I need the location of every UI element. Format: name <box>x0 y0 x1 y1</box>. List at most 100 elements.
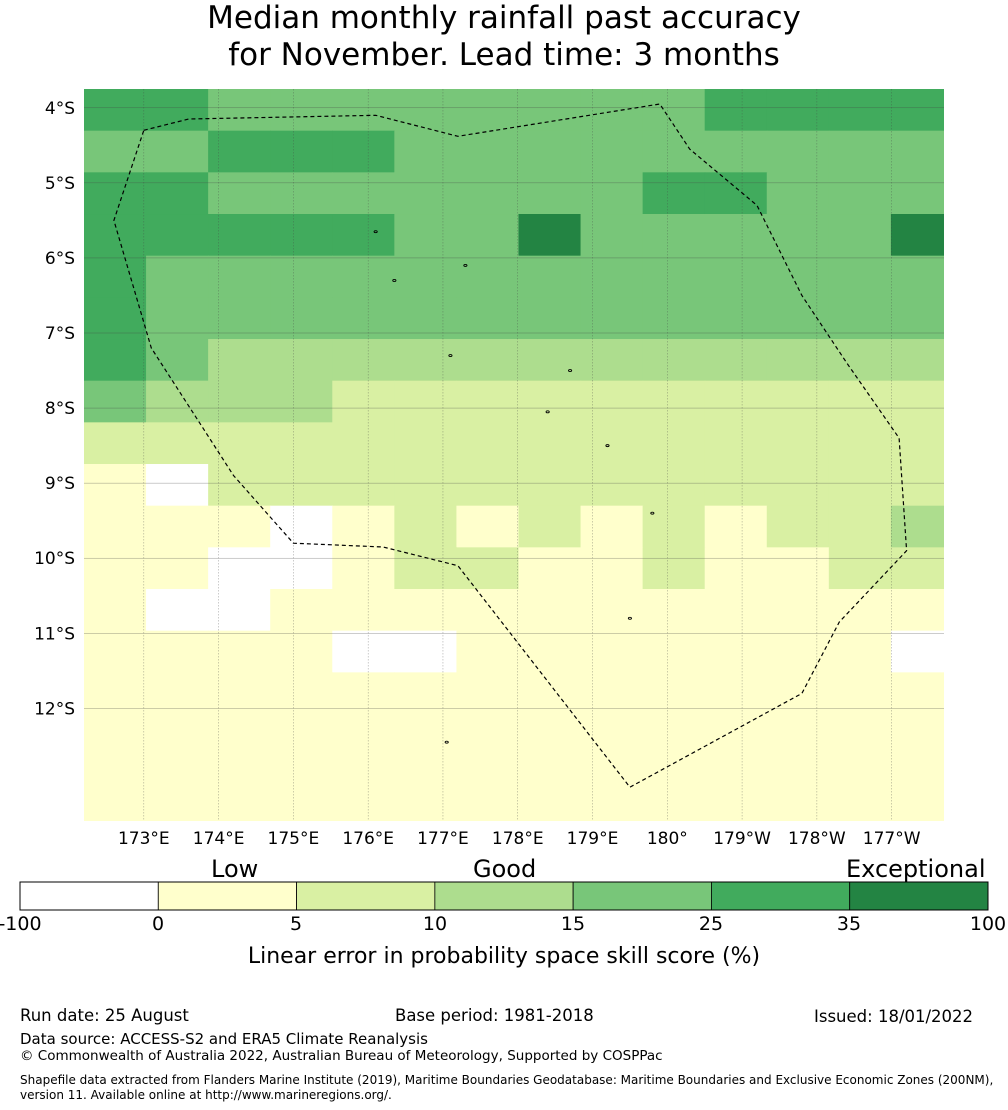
skill-cell <box>84 755 147 798</box>
skill-cell <box>394 672 458 715</box>
skill-cell <box>766 630 830 673</box>
skill-cell <box>766 89 830 132</box>
skill-cell <box>766 172 830 215</box>
skill-cell <box>704 214 768 257</box>
skill-cell <box>456 422 520 465</box>
skill-cell <box>704 630 768 673</box>
skill-cell <box>270 422 333 465</box>
skill-cell <box>146 630 209 673</box>
skill-cell <box>146 797 209 821</box>
skill-cell <box>394 547 458 590</box>
skill-cell <box>518 714 582 757</box>
skill-cell <box>208 547 271 590</box>
skill-cell <box>766 797 830 821</box>
skill-cell <box>456 755 520 798</box>
colorbar-tick: 15 <box>560 913 586 935</box>
skill-cell <box>518 505 582 548</box>
skill-cell <box>84 589 147 632</box>
skill-cell <box>580 714 644 757</box>
skill-cell <box>270 672 333 715</box>
longitude-tick-label: 179°W <box>713 829 771 849</box>
eez-boundary-line <box>113 103 908 788</box>
skill-cell <box>642 130 706 173</box>
skill-cell <box>953 339 1008 381</box>
skill-cell <box>456 630 520 673</box>
skill-cell <box>704 255 768 298</box>
skill-cell <box>394 505 458 548</box>
skill-cell <box>766 255 830 298</box>
skill-cell <box>953 172 1008 214</box>
skill-cell <box>146 505 209 548</box>
skill-cell <box>953 297 1008 339</box>
skill-cell <box>890 297 944 340</box>
skill-cell <box>828 589 892 632</box>
skill-cell <box>953 756 1008 798</box>
skill-cell <box>580 464 644 507</box>
skill-cell <box>456 672 520 715</box>
colorbar-swatch <box>296 881 436 911</box>
skill-cell <box>84 464 147 507</box>
skill-cell <box>332 464 395 507</box>
island-outline <box>373 230 378 234</box>
skill-cell <box>270 714 333 757</box>
skill-cell <box>580 297 644 340</box>
skill-cell <box>518 672 582 715</box>
skill-cell <box>84 339 147 382</box>
skill-cell <box>394 339 458 382</box>
skill-cell <box>704 714 768 757</box>
skill-cell <box>84 422 147 465</box>
skill-cell <box>270 797 333 821</box>
latitude-tick-label: 8°S <box>45 399 75 419</box>
skill-cell <box>953 256 1008 298</box>
skill-cell <box>332 755 395 798</box>
skill-cell <box>270 630 333 673</box>
colorbar-category-exceptional: Exceptional <box>846 855 986 883</box>
skill-cell <box>456 255 520 298</box>
skill-cell <box>518 214 582 257</box>
skill-cell <box>518 339 582 382</box>
skill-cell <box>828 714 892 757</box>
skill-cell <box>890 797 944 821</box>
longitude-tick-label: 180° <box>647 829 688 849</box>
skill-cell <box>890 755 944 798</box>
latitude-tick-label: 10°S <box>34 549 75 569</box>
skill-cell <box>518 755 582 798</box>
latitude-tick-label: 4°S <box>45 99 75 119</box>
skill-cell <box>146 464 209 507</box>
skill-cell <box>208 630 271 673</box>
skill-cell <box>146 297 209 340</box>
skill-cell <box>456 380 520 423</box>
data-source: Data source: ACCESS-S2 and ERA5 Climate … <box>20 1030 428 1048</box>
skill-cell <box>828 755 892 798</box>
colorbar-tick: 35 <box>836 913 862 935</box>
skill-cell <box>828 130 892 173</box>
skill-cell <box>642 797 706 821</box>
skill-cell <box>208 755 271 798</box>
skill-cell <box>456 214 520 257</box>
skill-cell <box>953 547 1008 589</box>
skill-cell <box>270 130 333 173</box>
skill-cell <box>890 672 944 715</box>
skill-cell <box>642 339 706 382</box>
skill-cell <box>208 255 271 298</box>
skill-cell <box>953 797 1008 839</box>
skill-cell <box>766 755 830 798</box>
skill-cell <box>828 547 892 590</box>
colorbar-swatch <box>711 881 851 911</box>
skill-cell <box>766 297 830 340</box>
colorbar-frame <box>19 881 989 911</box>
skill-cell <box>580 589 644 632</box>
skill-cell <box>580 130 644 173</box>
skill-cell <box>332 214 395 257</box>
island-outline <box>605 444 610 448</box>
skill-cell <box>332 797 395 821</box>
skill-cell <box>518 589 582 632</box>
skill-cell <box>394 255 458 298</box>
skill-cell <box>642 589 706 632</box>
skill-cell <box>332 172 395 215</box>
longitude-tick-label: 179°E <box>567 829 619 849</box>
skill-cell <box>580 89 644 132</box>
skill-cell <box>208 797 271 821</box>
skill-cell <box>394 89 458 132</box>
skill-cell <box>456 505 520 548</box>
